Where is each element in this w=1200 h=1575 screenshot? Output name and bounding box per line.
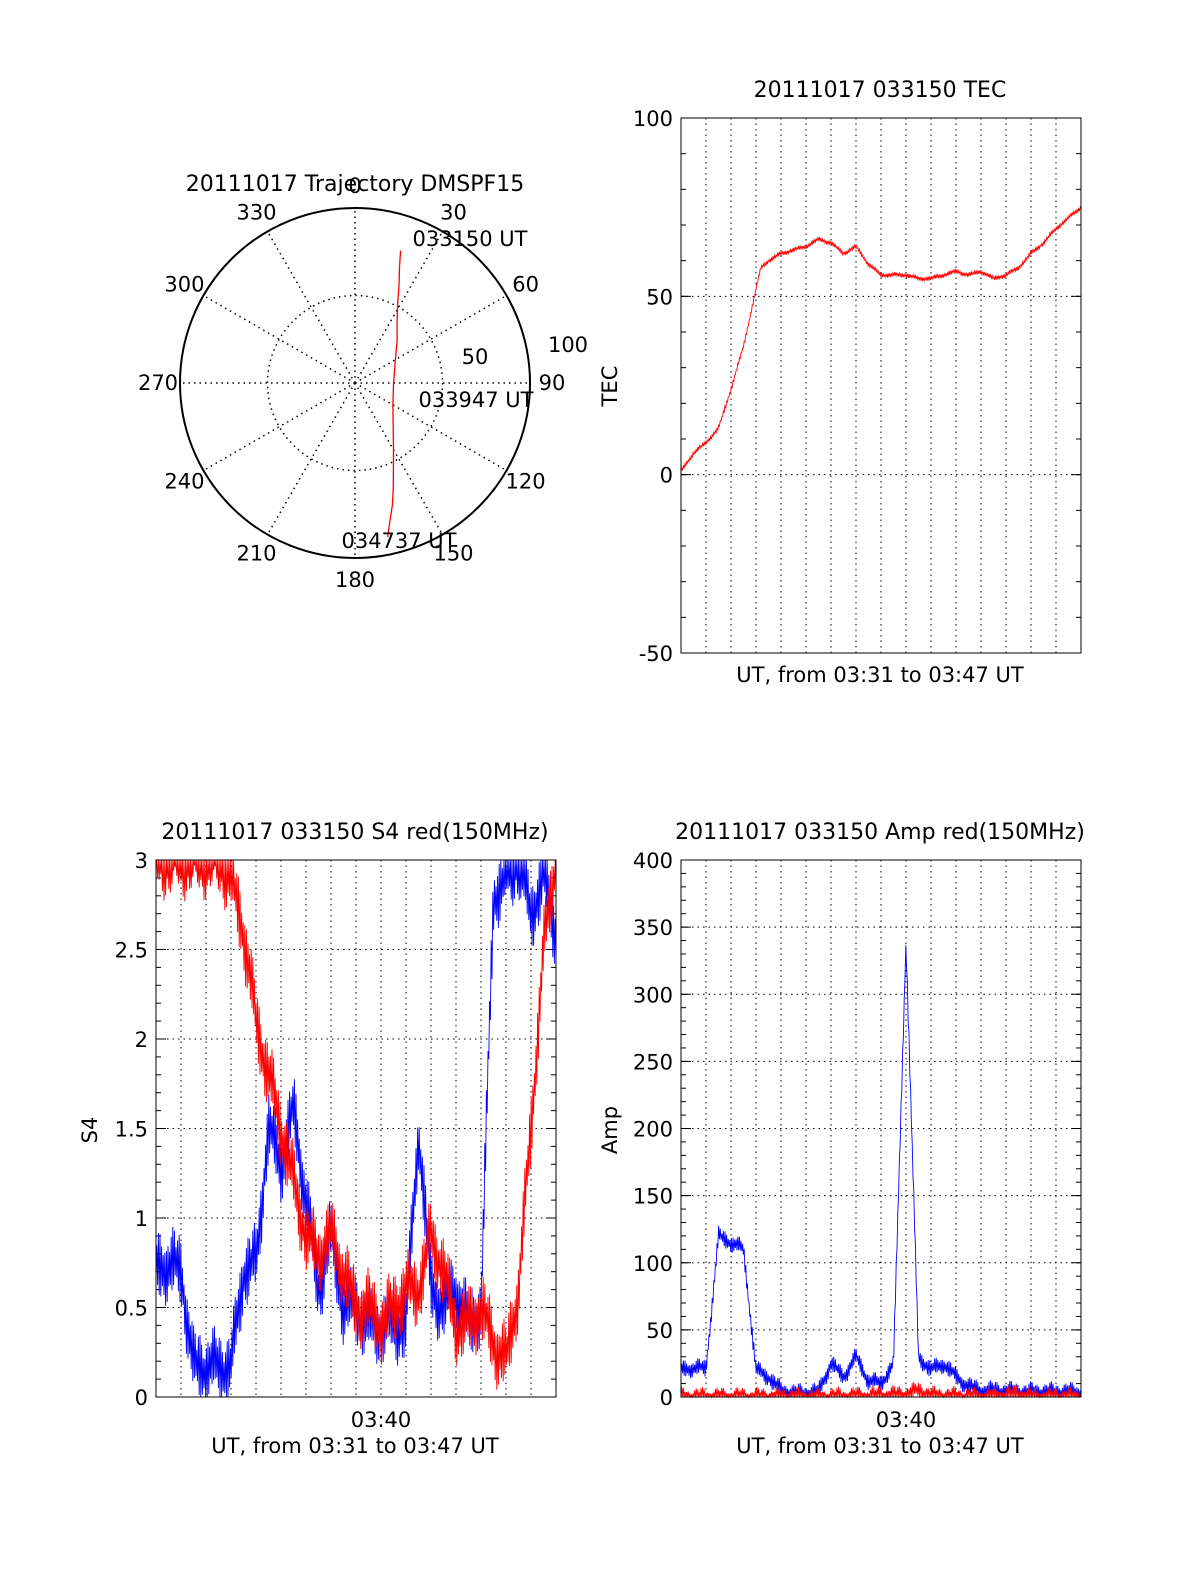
amp-xtick-label: 03:40 (876, 1408, 937, 1432)
s4-plot-frame (155, 859, 557, 1398)
radial-label-100: 100 (548, 333, 588, 357)
s4-xlabel: UT, from 03:31 to 03:47 UT (211, 1434, 499, 1458)
s4-grid (156, 860, 556, 1397)
amp-series-blue (680, 945, 1082, 1398)
tec-title: 20111017 033150 TEC (754, 78, 1007, 103)
polar-outer-circle (179, 207, 531, 559)
amp-ytick-label: 200 (633, 1118, 673, 1142)
tec-panel: 20111017 033150 TEC 100 50 0 -50 UT, from 0… (598, 78, 1082, 687)
polar-angle-label: 300 (164, 273, 204, 297)
tec-grid (681, 118, 1081, 653)
tec-ytick-label: 100 (633, 107, 673, 131)
amp-series (680, 945, 1082, 1399)
annotation-end-time: 034737 UT (341, 529, 456, 553)
polar-angle-label: 270 (138, 371, 178, 395)
tec-ytick-label: 0 (660, 464, 673, 488)
amp-ytick-label: 0 (660, 1386, 673, 1410)
amp-panel: 20111017 033150 Amp red(150MHz) 400 350 30… (598, 820, 1085, 1458)
polar-spoke (354, 294, 507, 384)
amp-plot-frame (680, 859, 1082, 1398)
tec-ticks: 100 50 0 -50 (633, 107, 1081, 666)
s4-series (155, 859, 557, 1398)
s4-ytick-label: 1 (135, 1207, 148, 1231)
trajectory-track (387, 250, 402, 538)
s4-ytick-label: 0 (135, 1386, 148, 1410)
polar-angle-label: 0 (348, 174, 361, 198)
s4-ticks: 3 2.5 2 1.5 1 0.5 0 03:40 (115, 849, 556, 1432)
polar-spoke (203, 382, 356, 472)
annotation-mid-time: 033947 UT (418, 388, 533, 412)
trajectory-panel: 20111017 Trajectory DMSPF15 0 30 60 90 120 15… (138, 172, 588, 592)
polar-spoke (266, 231, 356, 384)
polar-angle-label: 120 (506, 470, 546, 494)
trajectory-title: 20111017 Trajectory DMSPF15 (186, 172, 524, 197)
polar-angle-label: 330 (236, 200, 276, 224)
tec-plot-frame (680, 117, 1082, 654)
amp-ytick-label: 100 (633, 1252, 673, 1276)
tec-ytick-label: -50 (639, 642, 673, 666)
s4-series-red (155, 859, 557, 1390)
amp-ytick-label: 150 (633, 1185, 673, 1209)
polar-grid (180, 208, 530, 558)
tec-series (680, 205, 1082, 472)
amp-ticks: 400 350 300 250 200 150 100 50 0 03:40 (633, 849, 1081, 1432)
polar-angle-label: 150 (433, 542, 473, 566)
amp-ylabel: Amp (598, 1106, 622, 1154)
amp-ytick-label: 400 (633, 849, 673, 873)
amp-grid (681, 860, 1081, 1397)
polar-angle-label: 30 (440, 200, 467, 224)
polar-angle-label: 210 (236, 542, 276, 566)
amp-xlabel: UT, from 03:31 to 03:47 UT (736, 1434, 1024, 1458)
tec-ylabel: TEC (598, 366, 622, 408)
amp-ytick-label: 300 (633, 983, 673, 1007)
s4-ytick-label: 0.5 (115, 1297, 148, 1321)
polar-angle-label: 60 (512, 273, 539, 297)
tec-xlabel: UT, from 03:31 to 03:47 UT (736, 663, 1024, 687)
s4-ylabel: S4 (78, 1117, 102, 1144)
radial-label-50: 50 (462, 345, 489, 369)
polar-angle-label: 90 (539, 371, 566, 395)
s4-xtick-label: 03:40 (351, 1408, 412, 1432)
s4-ytick-label: 3 (135, 849, 148, 873)
s4-title: 20111017 033150 S4 red(150MHz) (161, 820, 548, 845)
amp-ytick-label: 350 (633, 916, 673, 940)
s4-panel: 20111017 033150 S4 red(150MHz) 3 2.5 2 1.5 1… (78, 820, 557, 1458)
polar-angle-label: 240 (164, 470, 204, 494)
polar-spoke (266, 382, 356, 535)
s4-ytick-label: 2 (135, 1028, 148, 1052)
annotation-start-time: 033150 UT (412, 227, 527, 251)
amp-ytick-label: 50 (646, 1319, 673, 1343)
s4-ytick-label: 2.5 (115, 939, 148, 963)
tec-series-red (680, 205, 1082, 472)
s4-series-blue (155, 859, 557, 1398)
tec-ytick-label: 50 (646, 285, 673, 309)
polar-ring-50 (266, 294, 444, 472)
amp-title: 20111017 033150 Amp red(150MHz) (675, 820, 1085, 845)
polar-angle-labels: 0 30 60 90 120 150 180 210 240 270 300 330 (138, 174, 565, 592)
s4-ytick-label: 1.5 (115, 1118, 148, 1142)
amp-ytick-label: 250 (633, 1050, 673, 1074)
polar-angle-label: 180 (335, 568, 375, 592)
